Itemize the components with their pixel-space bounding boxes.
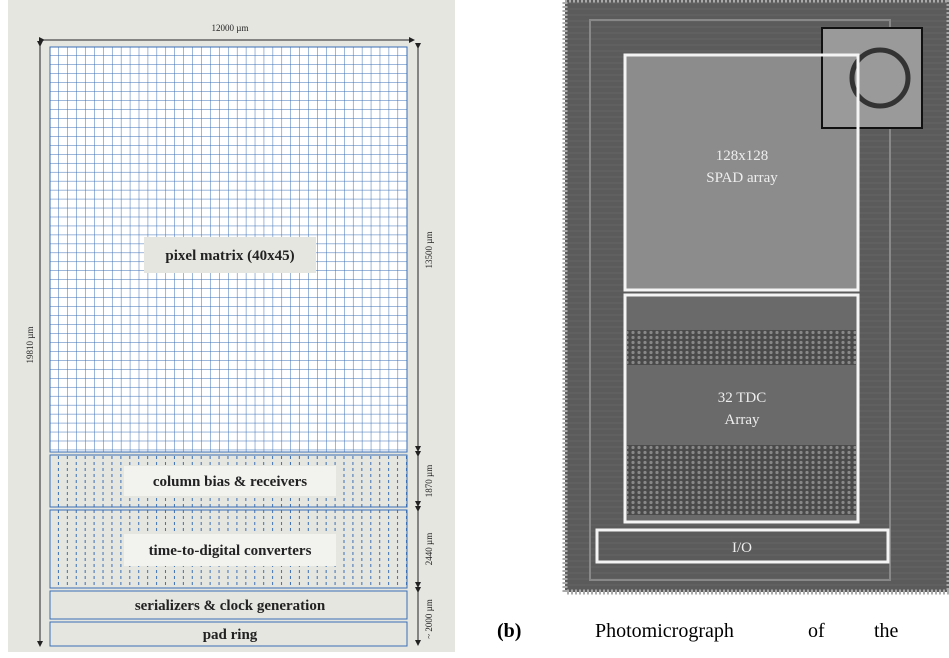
caption-tag: (b)	[497, 620, 521, 642]
region-label: 128x128	[716, 148, 769, 164]
caption-word: Photomicrograph	[595, 620, 734, 642]
height-label: 19810 µm	[25, 327, 35, 364]
block-label: column bias & receivers	[153, 474, 307, 490]
region-label: SPAD array	[706, 170, 778, 186]
page: {"floorplan": { "width_label": "12000 µm…	[0, 0, 949, 658]
block-label: serializers & clock generation	[135, 598, 326, 614]
block-label: pixel matrix (40x45)	[165, 248, 294, 264]
dim-label: 13500 µm	[424, 232, 434, 269]
dim-label: ~ 2000 µm	[424, 599, 434, 639]
block-label: time-to-digital converters	[149, 543, 312, 559]
caption-word: the	[874, 620, 899, 642]
tdc-rows	[627, 445, 856, 515]
block-label: pad ring	[203, 627, 258, 643]
photomicrograph: 128x128 SPAD array 32 TDC Array I/O	[565, 0, 949, 592]
figure: pixel matrix (40x45) column bias & recei…	[0, 0, 949, 658]
dim-label: 2440 µm	[424, 533, 434, 565]
floorplan: pixel matrix (40x45) column bias & recei…	[8, 0, 455, 652]
tdc-rows	[627, 330, 856, 365]
dim-label: 1870 µm	[424, 465, 434, 497]
region-label: Array	[725, 412, 760, 428]
region-label: 32 TDC	[718, 390, 766, 406]
caption-word: of	[808, 620, 825, 642]
region-label: I/O	[732, 540, 752, 556]
width-label: 12000 µm	[212, 23, 249, 33]
